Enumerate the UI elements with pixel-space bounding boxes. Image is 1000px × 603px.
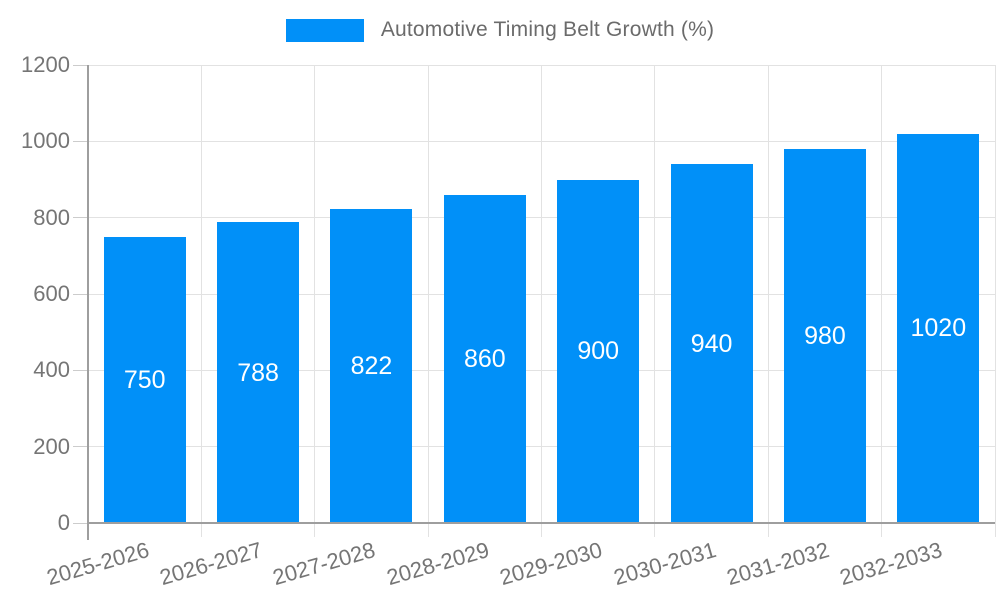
bar-2030-2031: 940: [670, 164, 753, 523]
bar-2028-2029: 860: [443, 194, 526, 523]
gridline-vertical: [541, 65, 542, 537]
legend-item[interactable]: Automotive Timing Belt Growth (%): [285, 18, 715, 42]
x-axis-line: [88, 522, 995, 524]
y-axis-tick: [73, 522, 88, 524]
y-axis-tick: [73, 140, 88, 142]
legend-label: Automotive Timing Belt Growth (%): [380, 18, 715, 41]
gridline-vertical: [314, 65, 316, 537]
legend-swatch-icon: [285, 18, 364, 42]
plot-area: 750 788 822 860 900 940 980 1020: [73, 64, 996, 537]
bar-value-label: 860: [463, 344, 506, 373]
bar-2026-2027: 788: [217, 222, 300, 523]
bar-value-label: 788: [237, 358, 279, 387]
legend: Automotive Timing Belt Growth (%): [0, 18, 1000, 42]
y-axis-label: 200: [33, 433, 70, 459]
gridline-vertical: [654, 65, 656, 537]
y-axis-label: 600: [33, 281, 70, 306]
bar-value-label: 900: [577, 337, 620, 366]
y-axis-tick: [73, 446, 88, 448]
y-axis-label: 400: [33, 357, 70, 383]
bar-2031-2032: 980: [783, 148, 866, 523]
bar-2032-2033: 1020: [897, 133, 980, 523]
y-axis-tick: [73, 293, 88, 295]
gridline-vertical: [427, 65, 429, 537]
bar-2027-2028: 822: [330, 209, 413, 523]
bar-value-label: 822: [350, 352, 393, 381]
gridline-vertical: [994, 65, 996, 537]
bar-2029-2030: 900: [557, 179, 640, 523]
y-axis-tick: [73, 369, 88, 371]
y-axis-line: [87, 65, 89, 540]
gridline-vertical: [200, 65, 202, 537]
bar-2025-2026: 750: [103, 236, 186, 523]
gridline-vertical: [767, 65, 769, 537]
bar-value-label: 1020: [910, 314, 967, 343]
y-axis-label: 800: [33, 204, 70, 230]
bar-value-label: 940: [690, 329, 733, 358]
y-axis-tick: [73, 217, 88, 219]
bar-value-label: 980: [804, 321, 846, 350]
bar-value-label: 750: [123, 365, 166, 394]
y-axis-label: 0: [57, 510, 70, 535]
gridline-vertical: [881, 65, 883, 537]
y-axis-label: 1200: [21, 52, 70, 77]
y-axis-label: 1000: [21, 128, 70, 154]
y-axis-tick: [73, 64, 88, 66]
